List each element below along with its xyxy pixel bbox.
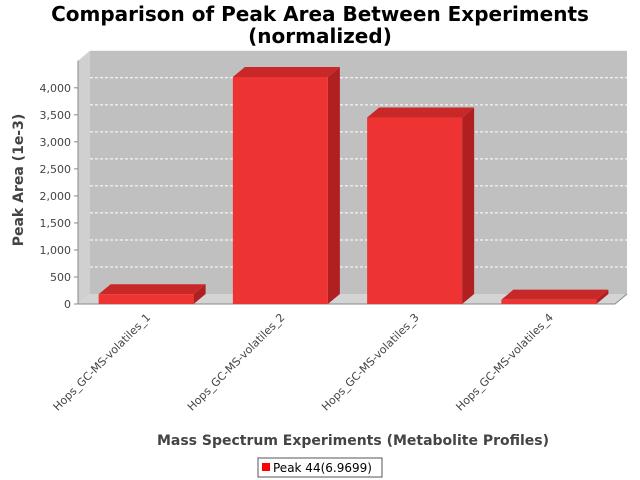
y-tick-label: 1,000 xyxy=(40,244,72,257)
bar xyxy=(501,289,609,304)
gridlines xyxy=(90,77,627,268)
y-axis: 0 500 1,000 1,500 2,000 2,500 3,000 3,500 4,000 xyxy=(40,60,79,311)
bar-front xyxy=(501,299,597,304)
y-tick-label: 1,500 xyxy=(40,217,72,230)
bar-side xyxy=(327,66,340,305)
chart-title-line2: (normalized) xyxy=(248,24,392,48)
y-tick-label: 3,500 xyxy=(40,109,72,122)
bar-top xyxy=(367,107,475,118)
bar-front xyxy=(232,76,328,305)
bar-side xyxy=(193,284,206,304)
y-tick-label: 2,500 xyxy=(40,163,72,176)
x-tick-label: Hops_GC-MS-volatiles_4 xyxy=(453,311,556,414)
bar-top xyxy=(98,284,206,295)
y-tick-label: 3,000 xyxy=(40,136,72,149)
x-axis-label: Mass Spectrum Experiments (Metabolite Pr… xyxy=(157,433,549,449)
bar-side xyxy=(462,107,475,304)
bar xyxy=(98,284,206,304)
bars xyxy=(98,66,609,305)
bar-top xyxy=(501,289,609,300)
plot-back-wall xyxy=(90,50,627,295)
plot-left-wall xyxy=(78,50,90,305)
y-axis-label: Peak Area (1e-3) xyxy=(11,114,27,247)
plot-floor xyxy=(78,294,627,304)
x-tick-label: Hops_GC-MS-volatiles_2 xyxy=(185,311,288,414)
x-tick-label: Hops_GC-MS-volatiles_3 xyxy=(319,311,422,414)
x-tick-label: Hops_GC-MS-volatiles_1 xyxy=(51,311,154,414)
x-axis: Hops_GC-MS-volatiles_1 Hops_GC-MS-volatil… xyxy=(51,311,556,414)
bar xyxy=(367,107,475,304)
bar-front xyxy=(367,117,463,304)
y-tick-label: 4,000 xyxy=(40,82,72,95)
legend: Peak 44(6.9699) xyxy=(257,457,383,478)
plot-background xyxy=(77,50,628,305)
bar-top xyxy=(232,66,340,77)
bar-side xyxy=(596,289,609,304)
chart-title-line1: Comparison of Peak Area Between Experime… xyxy=(51,2,589,26)
bar xyxy=(232,66,340,305)
legend-label: Peak 44(6.9699) xyxy=(273,461,372,475)
y-tick-label: 2,000 xyxy=(40,190,72,203)
y-tick-label: 500 xyxy=(50,271,71,284)
legend-swatch xyxy=(262,463,270,471)
y-tick-label: 0 xyxy=(64,298,71,311)
bar-front xyxy=(98,294,194,304)
legend-box xyxy=(257,457,383,478)
